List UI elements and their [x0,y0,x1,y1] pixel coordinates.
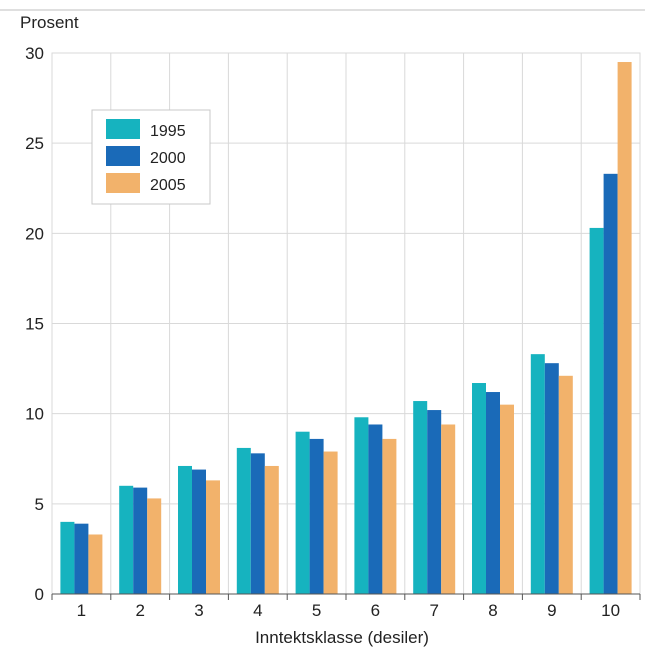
bar-2000-4 [251,453,265,594]
x-tick-label: 8 [488,601,497,620]
bar-2000-9 [545,363,559,594]
bar-1995-5 [296,432,310,594]
legend-label-1995: 1995 [150,123,186,140]
bar-2005-2 [147,498,161,594]
legend-swatch-2000 [106,146,140,166]
bar-2005-3 [206,480,220,594]
legend-label-2005: 2005 [150,177,186,194]
bar-2000-5 [310,439,324,594]
y-tick-label: 20 [25,224,44,243]
bar-2000-10 [604,174,618,594]
bar-2000-7 [427,410,441,594]
bar-1995-4 [237,448,251,594]
y-tick-label: 10 [25,405,44,424]
x-axis-title: Inntektsklasse (desiler) [255,628,429,647]
bar-1995-10 [590,228,604,594]
bar-2005-4 [265,466,279,594]
x-tick-label: 9 [547,601,556,620]
bar-2005-5 [324,452,338,594]
bar-2005-10 [618,62,632,594]
bar-2000-1 [74,524,88,594]
bar-2000-6 [368,424,382,594]
bar-1995-7 [413,401,427,594]
bar-2005-6 [382,439,396,594]
bar-2000-3 [192,470,206,594]
bar-1995-6 [354,417,368,594]
y-axis-title: Prosent [20,13,79,32]
legend: 1995 2000 2005 [92,110,210,204]
bar-2005-9 [559,376,573,594]
y-tick-label: 0 [35,585,44,604]
x-tick-label: 3 [194,601,203,620]
y-tick-label: 30 [25,44,44,63]
bar-2000-2 [133,488,147,594]
legend-swatch-1995 [106,119,140,139]
bar-2005-8 [500,405,514,594]
bar-1995-2 [119,486,133,594]
legend-label-2000: 2000 [150,150,186,167]
x-tick-label: 4 [253,601,262,620]
bar-1995-9 [531,354,545,594]
axes [52,594,640,600]
x-tick-label: 5 [312,601,321,620]
y-tick-label: 15 [25,315,44,334]
bar-1995-8 [472,383,486,594]
x-tick-label: 7 [429,601,438,620]
x-tick-label: 2 [135,601,144,620]
legend-swatch-2005 [106,173,140,193]
bar-2005-1 [88,534,102,594]
bar-2000-8 [486,392,500,594]
x-tick-label: 10 [601,601,620,620]
bar-2005-7 [441,424,455,594]
y-tick-label: 5 [35,495,44,514]
y-tick-label: 25 [25,134,44,153]
x-tick-label: 1 [77,601,86,620]
bar-1995-1 [60,522,74,594]
x-tick-label: 6 [371,601,380,620]
bar-1995-3 [178,466,192,594]
